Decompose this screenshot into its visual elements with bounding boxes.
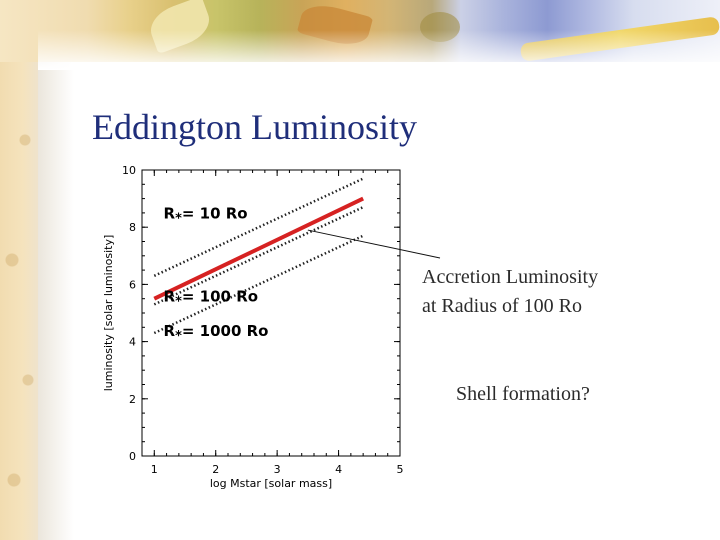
slide-title: Eddington Luminosity xyxy=(92,107,418,147)
y-tick-label: 4 xyxy=(129,336,136,349)
annotation-line-1: Accretion Luminosity xyxy=(422,266,599,288)
side-shadow xyxy=(38,60,74,540)
radius-series-line xyxy=(153,206,364,306)
y-tick-label: 2 xyxy=(129,393,136,406)
y-tick-label: 0 xyxy=(129,450,136,463)
annotation-line-2: at Radius of 100 Ro xyxy=(422,295,582,317)
x-tick-label: 3 xyxy=(274,463,281,476)
series-label: R*= 10 Ro xyxy=(164,205,248,227)
series-label: R*= 1000 Ro xyxy=(164,322,269,344)
y-axis-label: luminosity [solar luminosity] xyxy=(102,235,115,392)
radius-series-line xyxy=(153,177,364,277)
y-tick-label: 10 xyxy=(122,164,136,177)
accretion-luminosity-line xyxy=(153,196,365,301)
x-tick-label: 4 xyxy=(335,463,342,476)
x-axis-label: log Mstar [solar mass] xyxy=(210,477,332,490)
plot-frame xyxy=(141,169,401,457)
question-text: Shell formation? xyxy=(456,383,590,405)
y-tick-label: 6 xyxy=(129,278,136,291)
parchment-side-strip xyxy=(0,0,38,540)
x-tick-label: 1 xyxy=(151,463,158,476)
x-tick-label: 2 xyxy=(212,463,219,476)
annotation-accretion: Accretion Luminosity at Radius of 100 Ro xyxy=(422,263,598,321)
y-tick-label: 8 xyxy=(129,221,136,234)
x-tick-label: 5 xyxy=(397,463,404,476)
series-label: R*= 100 Ro xyxy=(164,288,259,310)
luminosity-chart: 1 2 3 4 5 0 2 4 6 8 10 log Mstar [solar mass] lumino… xyxy=(102,164,404,490)
banner-fade xyxy=(38,30,720,70)
